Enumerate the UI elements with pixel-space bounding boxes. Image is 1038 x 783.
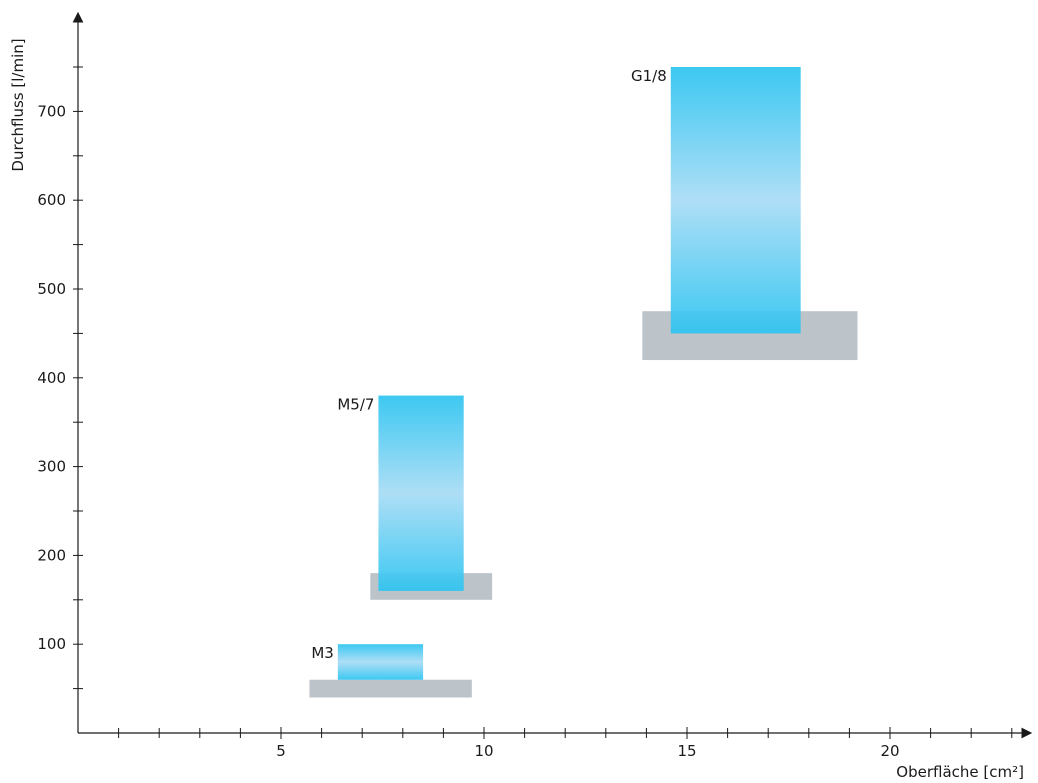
flow-range-g1-8 bbox=[670, 67, 801, 334]
y-tick-label: 400 bbox=[37, 369, 66, 387]
x-tick-label: 15 bbox=[677, 742, 696, 760]
x-tick-label: 5 bbox=[276, 742, 286, 760]
range-labels: M3 M5/7 G1/8 bbox=[311, 67, 666, 662]
range-label-m5-7: M5/7 bbox=[337, 396, 374, 414]
flow-range-m3 bbox=[337, 644, 424, 680]
y-tick-label: 300 bbox=[37, 458, 66, 476]
x-tick-label: 10 bbox=[474, 742, 493, 760]
y-tick-label: 500 bbox=[37, 280, 66, 298]
range-label-m3: M3 bbox=[311, 644, 334, 662]
y-tick-label: 200 bbox=[37, 546, 66, 564]
x-tick-label: 20 bbox=[880, 742, 899, 760]
axes: 5 10 15 20 100 200 300 400 500 600 700 bbox=[37, 11, 1033, 760]
y-axis-label: Durchfluss [l/min] bbox=[9, 38, 27, 171]
x-axis-label: Oberfläche [cm²] bbox=[896, 763, 1024, 781]
y-tick-label: 100 bbox=[37, 635, 66, 653]
range-label-g1-8: G1/8 bbox=[631, 67, 667, 85]
y-tick-label: 600 bbox=[37, 191, 66, 209]
flow-range-m5-7 bbox=[378, 395, 464, 591]
y-tick-label: 700 bbox=[37, 102, 66, 120]
surface-range-m3 bbox=[309, 679, 472, 698]
flow-ranges bbox=[337, 67, 801, 680]
